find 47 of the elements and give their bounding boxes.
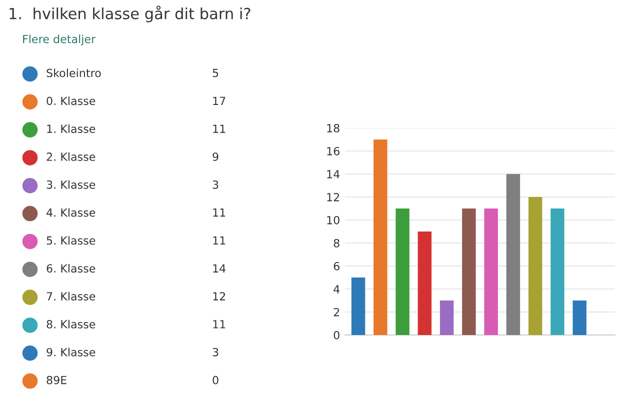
category-label: 9. Klasse bbox=[46, 348, 96, 356]
y-tick-label: 14 bbox=[327, 170, 340, 178]
data-label: 17 bbox=[213, 96, 226, 105]
data-label: 14 bbox=[213, 264, 226, 272]
y-tick-label: 10 bbox=[327, 216, 340, 224]
text: 1. hvilken klasse går dit barn i? bbox=[10, 6, 250, 22]
category-label: 6. Klasse bbox=[46, 264, 96, 273]
data-label: 0 bbox=[212, 376, 218, 384]
data-label: 11 bbox=[213, 236, 226, 245]
y-tick-label: 0 bbox=[334, 330, 340, 340]
bar bbox=[550, 208, 564, 335]
text: Flere detaljer bbox=[23, 34, 96, 46]
category-label: 89E bbox=[46, 376, 66, 384]
category-label: Skoleintro bbox=[46, 68, 101, 78]
y-tick-label: 16 bbox=[327, 146, 340, 156]
bar bbox=[506, 174, 520, 335]
data-label: 11 bbox=[213, 320, 226, 328]
bar bbox=[528, 197, 542, 335]
bar bbox=[396, 208, 410, 335]
y-tick-label: 18 bbox=[327, 124, 340, 132]
category-label: 7. Klasse bbox=[46, 292, 96, 301]
data-label: 3 bbox=[212, 348, 218, 356]
bar bbox=[440, 300, 454, 335]
data-label: 9 bbox=[212, 152, 218, 161]
bar bbox=[418, 232, 432, 335]
bar bbox=[462, 208, 476, 335]
data-label: 11 bbox=[213, 124, 226, 133]
bar bbox=[572, 300, 586, 335]
data-label: 12 bbox=[213, 292, 226, 300]
category-label: 1. Klasse bbox=[47, 124, 96, 134]
y-tick-label: 6 bbox=[334, 262, 340, 270]
y-tick-label: 4 bbox=[334, 285, 340, 294]
y-tick-label: 8 bbox=[334, 238, 340, 248]
y-tick-label: 12 bbox=[327, 192, 340, 202]
category-label: 2. Klasse bbox=[46, 152, 96, 161]
bar bbox=[351, 278, 366, 335]
category-label: 3. Klasse bbox=[46, 180, 96, 189]
y-tick-label: 2 bbox=[334, 308, 340, 316]
category-label: 8. Klasse bbox=[46, 320, 96, 328]
data-label: 3 bbox=[212, 180, 218, 189]
category-label: 5. Klasse bbox=[46, 236, 96, 245]
bar bbox=[484, 208, 498, 335]
bar bbox=[374, 140, 388, 335]
category-label: 4. Klasse bbox=[46, 208, 96, 217]
data-label: 5 bbox=[212, 68, 218, 78]
data-label: 11 bbox=[213, 208, 226, 217]
category-label: 0. Klasse bbox=[46, 96, 96, 106]
